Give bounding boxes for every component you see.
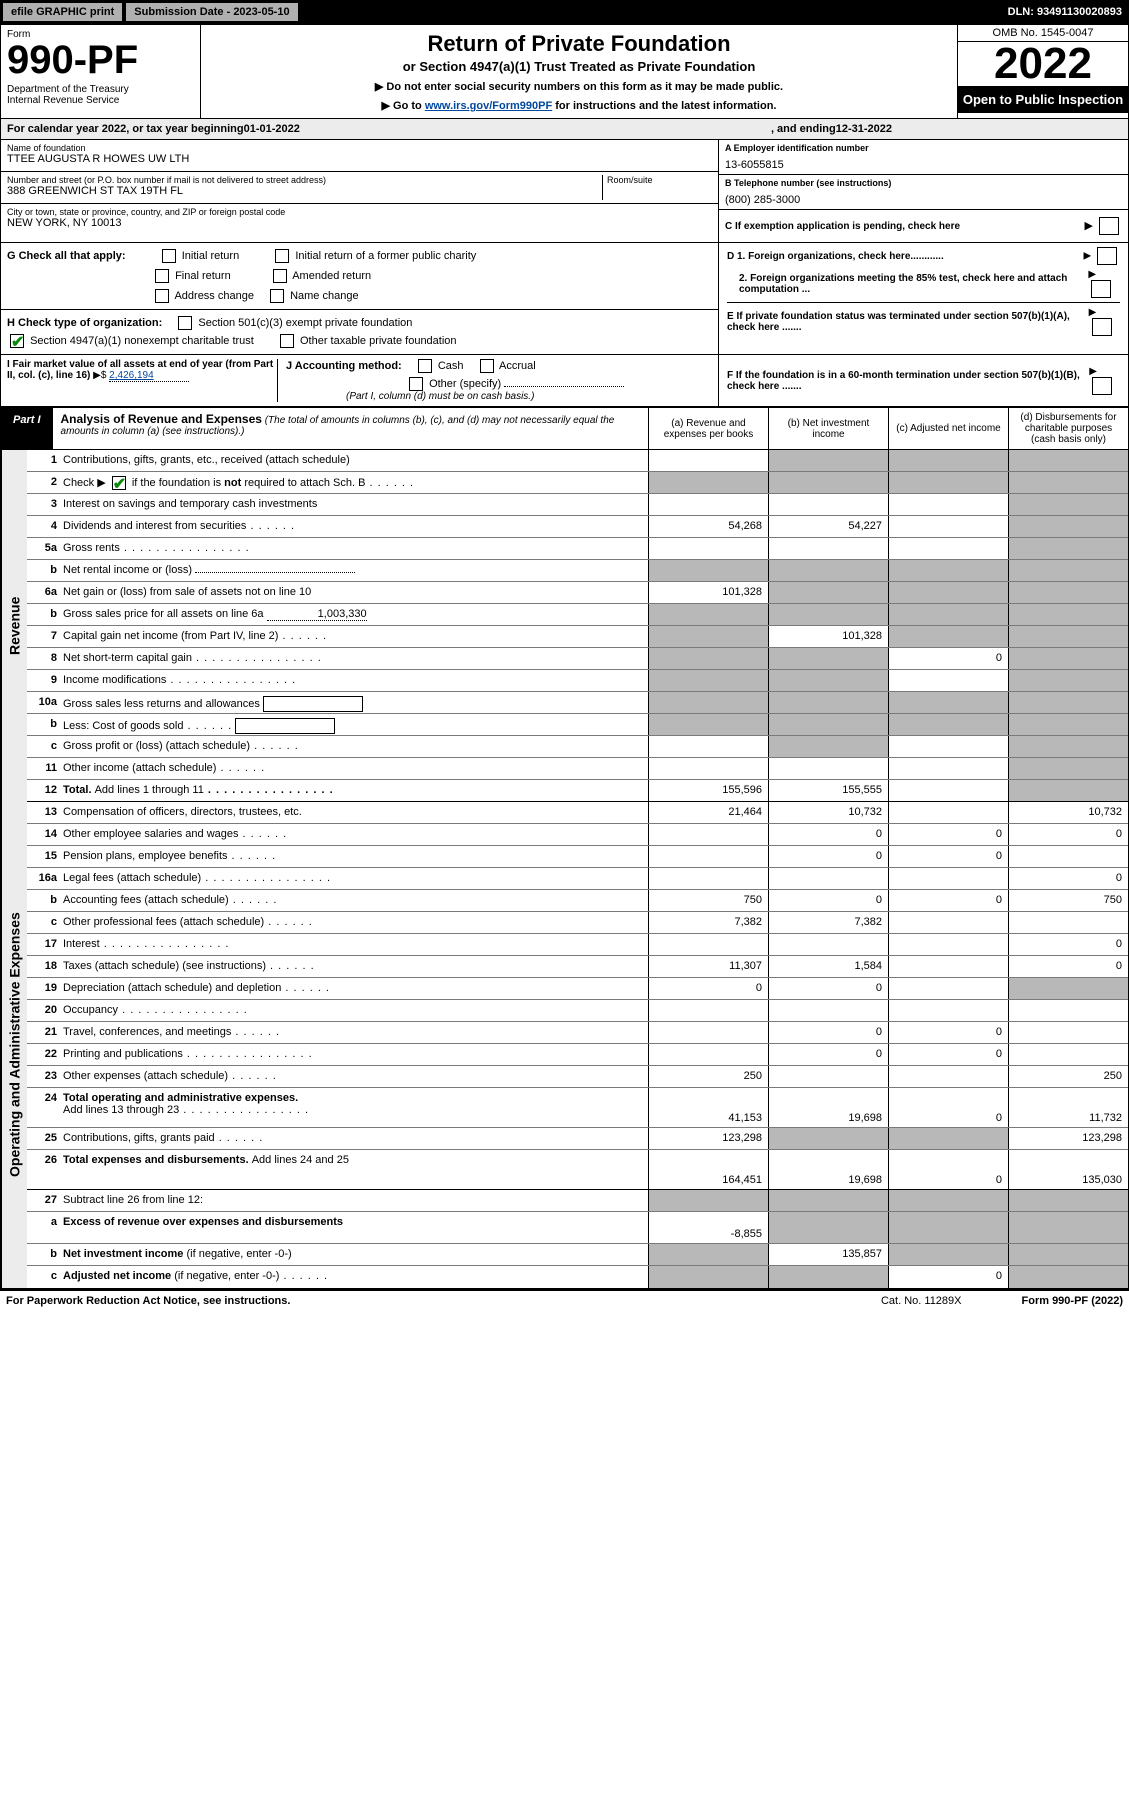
room-lbl: Room/suite bbox=[607, 175, 712, 185]
year: 2022 bbox=[958, 42, 1128, 86]
open-public: Open to Public Inspection bbox=[958, 86, 1128, 113]
f-checkbox[interactable] bbox=[1092, 377, 1112, 395]
e-checkbox[interactable] bbox=[1092, 318, 1112, 336]
footer-right: Form 990-PF (2022) bbox=[1022, 1295, 1124, 1307]
c-checkbox[interactable] bbox=[1099, 217, 1119, 235]
city-lbl: City or town, state or province, country… bbox=[7, 207, 712, 217]
expenses-section: Operating and Administrative Expenses 13… bbox=[1, 802, 1128, 1288]
j-cash[interactable] bbox=[418, 359, 432, 373]
g-initial-former[interactable] bbox=[275, 249, 289, 263]
efile-btn[interactable]: efile GRAPHIC print bbox=[3, 3, 122, 21]
subdate-btn[interactable]: Submission Date - 2023-05-10 bbox=[126, 3, 297, 21]
g-row: G Check all that apply: Initial return I… bbox=[7, 249, 712, 263]
g-addr-change[interactable] bbox=[155, 289, 169, 303]
footer-mid: Cat. No. 11289X bbox=[881, 1295, 962, 1307]
g-h-row: G Check all that apply: Initial return I… bbox=[1, 243, 1128, 355]
addr-lbl: Number and street (or P.O. box number if… bbox=[7, 175, 602, 185]
h-501c3[interactable] bbox=[178, 316, 192, 330]
irs: Internal Revenue Service bbox=[7, 95, 194, 106]
revenue-section: Revenue 1Contributions, gifts, grants, e… bbox=[1, 450, 1128, 802]
top-bar: efile GRAPHIC print Submission Date - 20… bbox=[0, 0, 1129, 24]
address: 388 GREENWICH ST TAX 19TH FL bbox=[7, 185, 602, 197]
ein-lbl: A Employer identification number bbox=[725, 143, 1122, 153]
expenses-side-label: Operating and Administrative Expenses bbox=[1, 802, 27, 1288]
info-row: Name of foundation TTEE AUGUSTA R HOWES … bbox=[1, 140, 1128, 243]
form-block: Form 990-PF Department of the Treasury I… bbox=[1, 25, 201, 118]
col-c: (c) Adjusted net income bbox=[888, 408, 1008, 449]
form-subtitle: or Section 4947(a)(1) Trust Treated as P… bbox=[207, 59, 951, 74]
header-row: Form 990-PF Department of the Treasury I… bbox=[1, 25, 1128, 118]
foundation-name: TTEE AUGUSTA R HOWES UW LTH bbox=[7, 153, 712, 165]
j-accrual[interactable] bbox=[480, 359, 494, 373]
calendar-row: For calendar year 2022, or tax year begi… bbox=[1, 118, 1128, 140]
footer: For Paperwork Reduction Act Notice, see … bbox=[0, 1289, 1129, 1311]
d1-checkbox[interactable] bbox=[1097, 247, 1117, 265]
ein: 13-6055815 bbox=[725, 159, 1122, 171]
col-d: (d) Disbursements for charitable purpose… bbox=[1008, 408, 1128, 449]
g-final[interactable] bbox=[155, 269, 169, 283]
phone: (800) 285-3000 bbox=[725, 194, 1122, 206]
h-4947[interactable] bbox=[10, 334, 24, 348]
form-container: Form 990-PF Department of the Treasury I… bbox=[0, 24, 1129, 1289]
form-link[interactable]: www.irs.gov/Form990PF bbox=[425, 100, 552, 112]
note2: ▶ Go to www.irs.gov/Form990PF for instru… bbox=[207, 99, 951, 112]
name-lbl: Name of foundation bbox=[7, 143, 712, 153]
year-block: OMB No. 1545-0047 2022 Open to Public In… bbox=[958, 25, 1128, 118]
col-b: (b) Net investment income bbox=[768, 408, 888, 449]
dln: DLN: 93491130020893 bbox=[1008, 6, 1128, 18]
j-other[interactable] bbox=[409, 377, 423, 391]
city: NEW YORK, NY 10013 bbox=[7, 217, 712, 229]
title-block: Return of Private Foundation or Section … bbox=[201, 25, 958, 118]
l2-checkbox[interactable] bbox=[112, 476, 126, 490]
h-other-tax[interactable] bbox=[280, 334, 294, 348]
note1: ▶ Do not enter social security numbers o… bbox=[207, 80, 951, 93]
fmv-link[interactable]: 2,426,194 bbox=[109, 370, 189, 382]
form-title: Return of Private Foundation bbox=[207, 31, 951, 57]
dept: Department of the Treasury bbox=[7, 84, 194, 95]
phone-lbl: B Telephone number (see instructions) bbox=[725, 178, 1122, 188]
part1-header: Part I Analysis of Revenue and Expenses … bbox=[1, 407, 1128, 450]
form-number: 990-PF bbox=[7, 40, 194, 80]
footer-left: For Paperwork Reduction Act Notice, see … bbox=[6, 1295, 290, 1307]
g-name-change[interactable] bbox=[270, 289, 284, 303]
g-initial[interactable] bbox=[162, 249, 176, 263]
revenue-side-label: Revenue bbox=[1, 450, 27, 802]
h-row: H Check type of organization: Section 50… bbox=[7, 316, 712, 330]
d2-checkbox[interactable] bbox=[1091, 280, 1111, 298]
col-a: (a) Revenue and expenses per books bbox=[648, 408, 768, 449]
c-lbl: C If exemption application is pending, c… bbox=[725, 221, 960, 232]
g-amended[interactable] bbox=[273, 269, 287, 283]
part1-label: Part I bbox=[1, 408, 53, 449]
i-j-row: I Fair market value of all assets at end… bbox=[1, 355, 1128, 407]
